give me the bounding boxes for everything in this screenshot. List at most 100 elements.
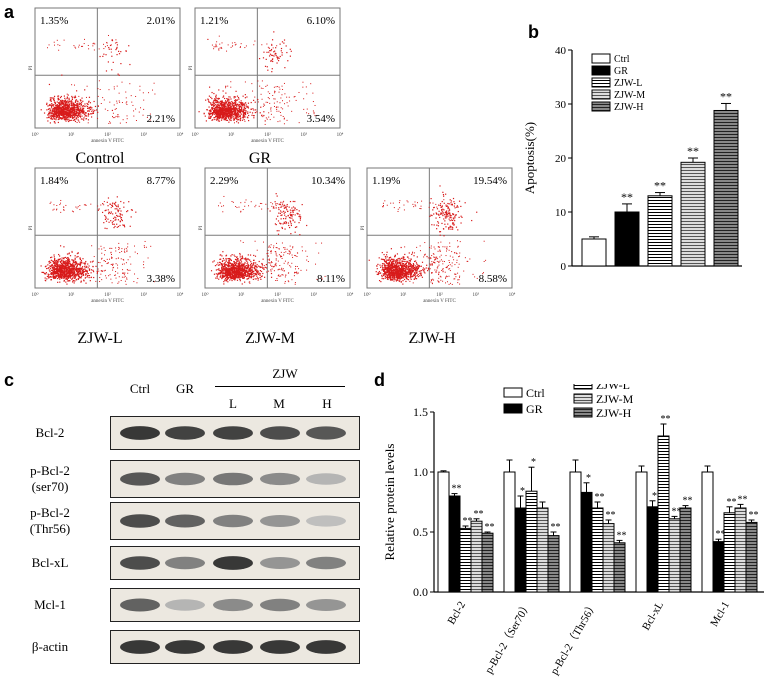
bar-d bbox=[657, 435, 670, 593]
legend-swatch-d bbox=[503, 387, 523, 398]
blot-band bbox=[306, 426, 346, 440]
y-axis-label-b: Apoptosis(%) bbox=[522, 122, 537, 194]
bar-d bbox=[701, 471, 714, 593]
bar-d bbox=[503, 471, 516, 593]
legend-label-b: ZJW-L bbox=[614, 78, 642, 89]
facs-plot: 10⁰ 10¹ 10² 10³ 10⁴ annexin V FITC PI 1.35% 2.01… bbox=[29, 7, 184, 144]
blot-band bbox=[213, 472, 253, 486]
facs-x-tick: 10⁴ bbox=[347, 292, 354, 298]
bar-d bbox=[602, 523, 615, 593]
facs-x-axis-label: annexin V FITC bbox=[251, 139, 284, 144]
significance-d: ** bbox=[463, 516, 473, 527]
blot-strip bbox=[110, 502, 360, 540]
significance-d: * bbox=[531, 457, 536, 468]
quadrant-percent-q1: 2.29% bbox=[210, 175, 238, 187]
quadrant-percent-q1: 1.84% bbox=[40, 175, 68, 187]
quadrant-percent-q2: 8.77% bbox=[147, 175, 175, 187]
legend-swatch-d bbox=[573, 407, 593, 418]
blot-band bbox=[120, 640, 160, 654]
blot-band bbox=[165, 426, 205, 440]
facs-x-tick: 10¹ bbox=[68, 292, 75, 298]
facs-x-tick: 10³ bbox=[473, 292, 480, 298]
facs-x-tick: 10⁴ bbox=[177, 132, 184, 138]
blot-row-label: Bcl-2 bbox=[35, 425, 65, 440]
blot-row-label: Bcl-xL bbox=[31, 555, 69, 570]
blot-row-label: Mcl-1 bbox=[34, 597, 66, 612]
significance-d: ** bbox=[595, 492, 605, 503]
significance-d: * bbox=[520, 486, 525, 497]
bar-d bbox=[646, 506, 659, 593]
legend-label-d: ZJW-L bbox=[596, 384, 630, 392]
quadrant-percent-q4: 3.54% bbox=[307, 113, 335, 125]
facs-plot: 10⁰ 10¹ 10² 10³ 10⁴ annexin V FITC PI 2.29% 10.3… bbox=[199, 167, 354, 304]
panel-letter-c: c bbox=[4, 370, 15, 390]
facs-dots bbox=[368, 185, 487, 285]
bar-d bbox=[734, 507, 747, 593]
apoptosis-bar-chart: 0 10 20 30 40 Apoptosis(%) ** ** ** ** CtrlGRZJW-L… bbox=[522, 45, 742, 273]
facs-x-tick: 10⁰ bbox=[363, 292, 370, 298]
facs-x-tick: 10³ bbox=[311, 292, 318, 298]
significance-d: ** bbox=[727, 497, 737, 508]
category-label-d: p-Bcl-2（Thr56） bbox=[548, 599, 601, 677]
quadrant-percent-q1: 1.19% bbox=[372, 175, 400, 187]
y-tick-label-d: 1.0 bbox=[413, 465, 428, 479]
facs-x-tick: 10² bbox=[436, 292, 443, 298]
blot-strip bbox=[110, 460, 360, 498]
facs-x-axis-label: annexin V FITC bbox=[91, 299, 124, 304]
bar-d bbox=[459, 527, 472, 593]
legend-swatch-b bbox=[591, 77, 611, 88]
facs-x-tick: 10² bbox=[104, 132, 111, 138]
bar-b bbox=[713, 109, 739, 267]
blot-strip bbox=[110, 630, 360, 664]
significance-d: ** bbox=[452, 484, 462, 495]
lane-label-m: M bbox=[273, 396, 285, 411]
facs-plot: 10⁰ 10¹ 10² 10³ 10⁴ annexin V FITC PI 1.19% 19.5… bbox=[361, 167, 516, 304]
legend-label-b: Ctrl bbox=[614, 54, 630, 65]
facs-x-tick: 10¹ bbox=[400, 292, 407, 298]
facs-y-axis-label: PI bbox=[199, 225, 204, 230]
bar-d bbox=[547, 535, 560, 593]
facs-x-tick: 10¹ bbox=[238, 292, 245, 298]
legend-label-d: Ctrl bbox=[526, 386, 545, 400]
legend-label-b: ZJW-M bbox=[614, 90, 645, 101]
bar-d bbox=[613, 542, 626, 593]
blot-band bbox=[165, 640, 205, 654]
significance-d: ** bbox=[738, 494, 748, 505]
blot-band bbox=[306, 640, 346, 654]
significance-d: * bbox=[586, 473, 591, 484]
facs-x-axis-label: annexin V FITC bbox=[91, 139, 124, 144]
bar-b bbox=[614, 211, 640, 267]
blot-band bbox=[306, 556, 346, 570]
facs-plot: 10⁰ 10¹ 10² 10³ 10⁴ annexin V FITC PI 1.21% 6.10… bbox=[189, 7, 344, 144]
blot-band bbox=[260, 598, 300, 612]
category-label-d: Mcl-1 bbox=[708, 600, 732, 629]
legend-label-b: GR bbox=[614, 66, 628, 77]
legend-swatch-b bbox=[591, 53, 611, 64]
facs-x-tick: 10⁴ bbox=[177, 292, 184, 298]
significance-d: ** bbox=[617, 530, 627, 541]
significance-d: ** bbox=[661, 414, 671, 425]
y-tick-label-d: 1.5 bbox=[413, 405, 428, 419]
facs-y-axis-label: PI bbox=[29, 65, 34, 70]
category-label-d: p-Bcl-2（Ser70） bbox=[482, 599, 534, 676]
legend-label-b: ZJW-H bbox=[614, 102, 643, 113]
facs-x-tick: 10⁰ bbox=[201, 292, 208, 298]
facs-x-tick: 10³ bbox=[141, 292, 148, 298]
blot-band bbox=[165, 556, 205, 570]
bar-b bbox=[647, 195, 673, 267]
bar-d bbox=[580, 491, 593, 593]
facs-plot: 10⁰ 10¹ 10² 10³ 10⁴ annexin V FITC PI 1.84% 8.77… bbox=[29, 167, 184, 304]
bar-d bbox=[448, 495, 461, 593]
facs-group-label: ZJW-M bbox=[245, 330, 295, 347]
blot-band bbox=[260, 472, 300, 486]
significance-d: ** bbox=[672, 506, 682, 517]
blot-band bbox=[306, 599, 346, 611]
legend-label-d: ZJW-M bbox=[596, 392, 634, 406]
blot-band bbox=[120, 472, 160, 486]
panel-letter-d: d bbox=[374, 370, 385, 390]
panel-letter-a: a bbox=[4, 2, 15, 22]
facs-x-tick: 10⁰ bbox=[31, 292, 38, 298]
legend-swatch-b bbox=[591, 65, 611, 76]
blot-band bbox=[260, 515, 300, 527]
facs-y-axis-label: PI bbox=[361, 225, 366, 230]
